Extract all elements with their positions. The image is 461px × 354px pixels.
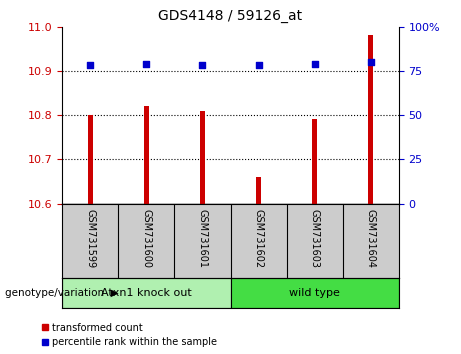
Text: Atxn1 knock out: Atxn1 knock out — [101, 288, 192, 298]
Point — [311, 61, 318, 67]
Legend: transformed count, percentile rank within the sample: transformed count, percentile rank withi… — [42, 322, 218, 347]
Point — [255, 63, 262, 68]
Bar — [88, 115, 93, 204]
Text: GSM731599: GSM731599 — [85, 210, 95, 269]
Text: GSM731604: GSM731604 — [366, 210, 376, 268]
Bar — [256, 177, 261, 204]
Bar — [200, 110, 205, 204]
Text: GSM731600: GSM731600 — [142, 210, 151, 268]
Point — [199, 63, 206, 68]
Bar — [62, 278, 230, 308]
Bar — [144, 106, 148, 204]
Point — [367, 59, 374, 65]
Bar — [230, 278, 399, 308]
Bar — [368, 35, 373, 204]
Text: GSM731603: GSM731603 — [310, 210, 319, 268]
Text: genotype/variation  ▶: genotype/variation ▶ — [5, 288, 118, 298]
Text: GDS4148 / 59126_at: GDS4148 / 59126_at — [159, 9, 302, 23]
Text: wild type: wild type — [289, 288, 340, 298]
Point — [142, 61, 150, 67]
Text: GSM731601: GSM731601 — [197, 210, 207, 268]
Text: GSM731602: GSM731602 — [254, 210, 264, 269]
Bar — [313, 120, 317, 204]
Point — [87, 63, 94, 68]
